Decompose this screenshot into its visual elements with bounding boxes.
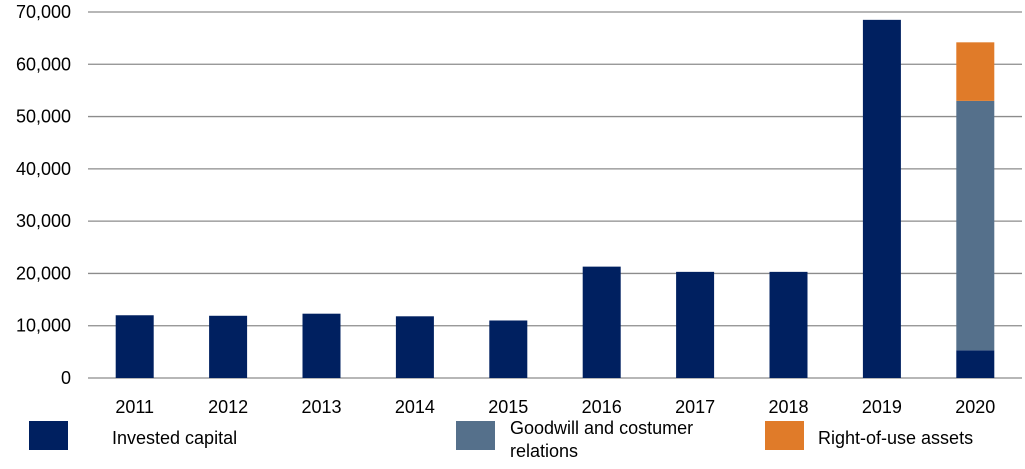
bars <box>115 19 995 378</box>
y-tick-label: 70,000 <box>16 2 71 22</box>
x-tick-label: 2020 <box>955 397 995 417</box>
y-tick-label: 10,000 <box>16 316 71 336</box>
y-tick-label: 20,000 <box>16 263 71 283</box>
bar-goodwill-and-costumer-relations-2020 <box>956 100 995 351</box>
bar-invested-capital-2018 <box>769 271 808 378</box>
y-tick-label: 60,000 <box>16 54 71 74</box>
y-axis-ticks: 0 10,000 20,000 30,000 40,000 50,000 60,000 70,… <box>16 2 71 388</box>
legend-label: Right-of-use assets <box>818 428 973 448</box>
y-tick-label: 30,000 <box>16 211 71 231</box>
x-tick-label: 2014 <box>395 397 435 417</box>
bar-invested-capital-2019 <box>862 19 901 378</box>
y-tick-label: 40,000 <box>16 159 71 179</box>
y-tick-label: 50,000 <box>16 107 71 127</box>
x-tick-label: 2013 <box>301 397 341 417</box>
legend-label: Invested capital <box>112 428 237 448</box>
bar-right-of-use-assets-2020 <box>956 42 995 101</box>
x-tick-label: 2019 <box>862 397 902 417</box>
legend-swatch <box>456 421 495 450</box>
x-tick-label: 2011 <box>115 397 154 417</box>
bar-invested-capital-2014 <box>395 316 434 378</box>
y-tick-label: 0 <box>61 368 71 388</box>
x-tick-label: 2016 <box>582 397 622 417</box>
x-tick-label: 2012 <box>208 397 248 417</box>
bar-invested-capital-2016 <box>582 266 621 378</box>
bar-invested-capital-2020 <box>956 350 995 378</box>
x-tick-label: 2015 <box>488 397 528 417</box>
legend-swatch <box>29 421 68 450</box>
x-tick-label: 2018 <box>768 397 808 417</box>
bar-invested-capital-2015 <box>489 320 528 378</box>
bar-invested-capital-2012 <box>209 315 248 378</box>
legend-label-line: relations <box>510 441 578 461</box>
x-axis-ticks: 2011 2012 2013 2014 2015 2016 2017 2018 2019 2020 <box>115 397 995 417</box>
bar-invested-capital-2013 <box>302 313 341 378</box>
legend-label: Goodwill and costumer relations <box>510 418 693 461</box>
x-tick-label: 2017 <box>675 397 715 417</box>
bar-invested-capital-2011 <box>115 315 154 378</box>
legend-swatch <box>765 421 804 450</box>
legend-label-line: Goodwill and costumer <box>510 418 693 438</box>
bar-invested-capital-2017 <box>676 271 715 378</box>
legend: Invested capital Goodwill and costumer rel… <box>29 418 973 461</box>
